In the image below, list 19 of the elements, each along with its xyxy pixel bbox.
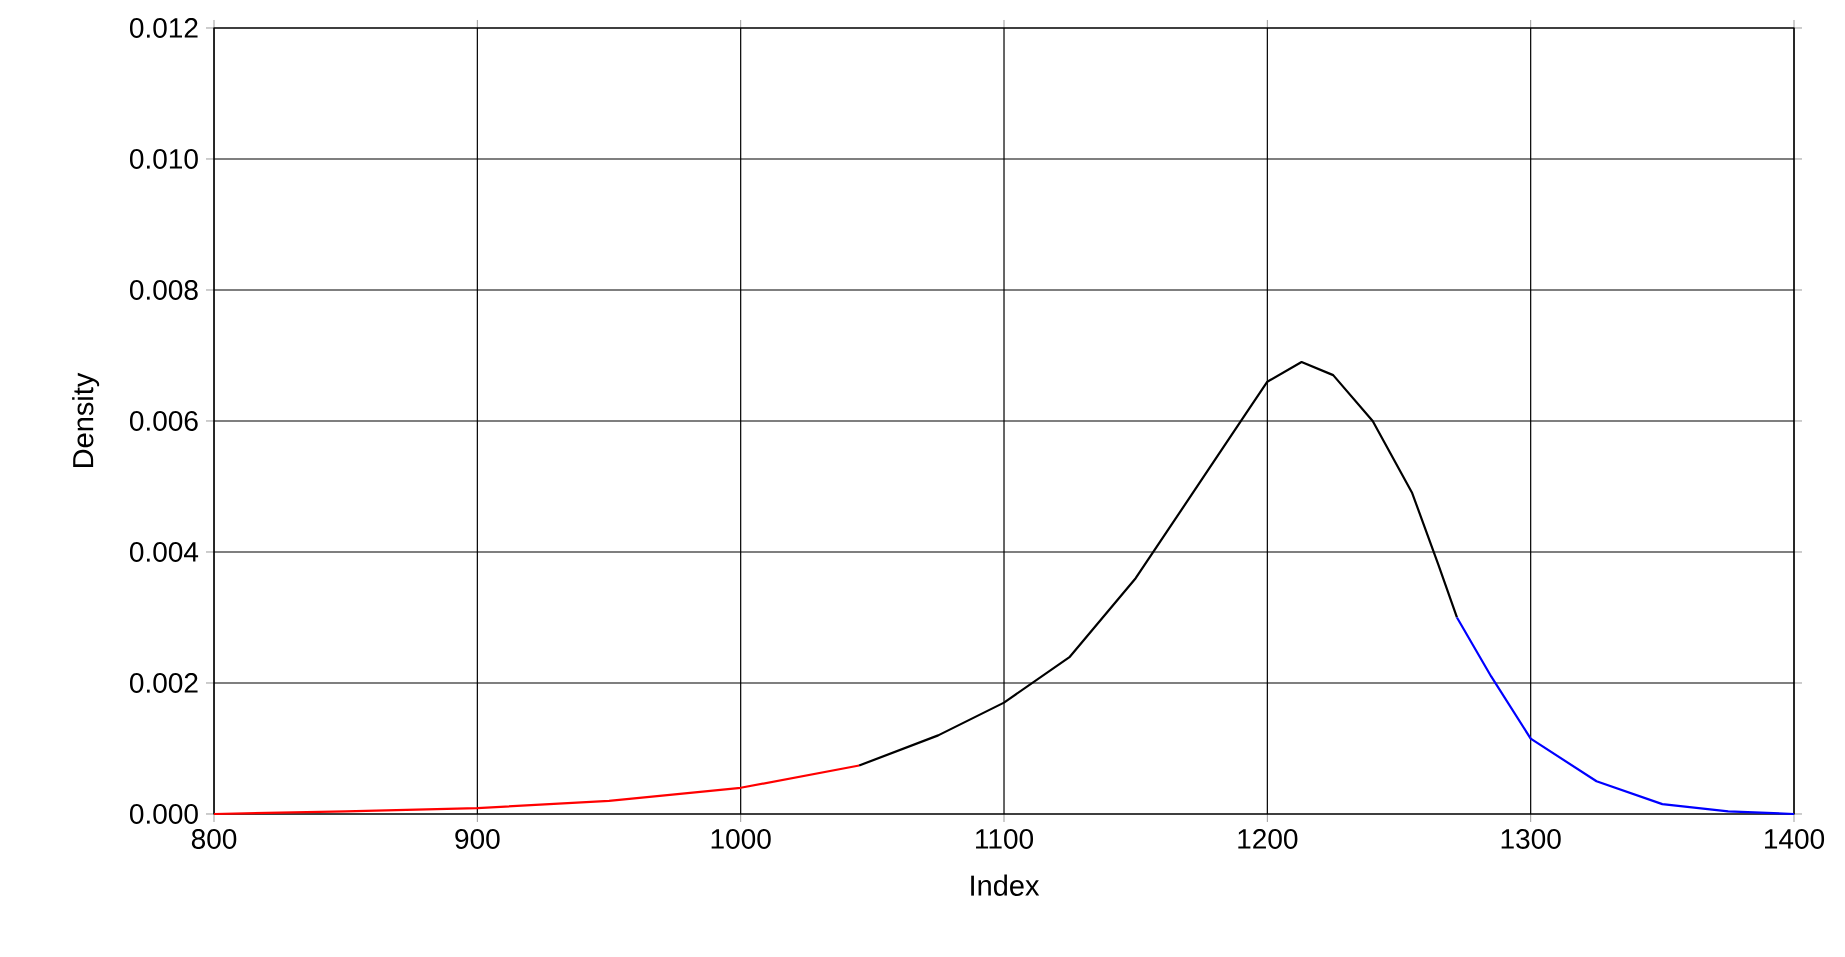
- y-axis-title: Density: [72, 372, 100, 467]
- x-axis-title: Index: [971, 874, 1040, 896]
- y-tick-label: 0.010: [129, 149, 198, 169]
- y-tick-label: 0.002: [129, 673, 198, 693]
- line-series: [212, 764, 861, 816]
- x-tick-label: 900: [455, 829, 500, 849]
- y-tick-label: 0.012: [129, 18, 198, 38]
- y-tick-label: 0.008: [129, 280, 198, 300]
- x-tick-label: 1200: [1238, 829, 1298, 849]
- y-tick-label: 0.000: [129, 804, 198, 824]
- x-tick-label: 1400: [1765, 829, 1825, 849]
- x-tick-label: 1100: [976, 829, 1034, 849]
- y-tick-label: 0.006: [129, 411, 198, 431]
- y-tick-label: 0.004: [129, 542, 199, 562]
- x-tick-label: 1000: [711, 829, 771, 849]
- line-series: [1455, 616, 1796, 816]
- x-tick-label: 1300: [1501, 829, 1561, 849]
- line-series: [858, 360, 1459, 767]
- x-tick-label: 800: [191, 829, 237, 849]
